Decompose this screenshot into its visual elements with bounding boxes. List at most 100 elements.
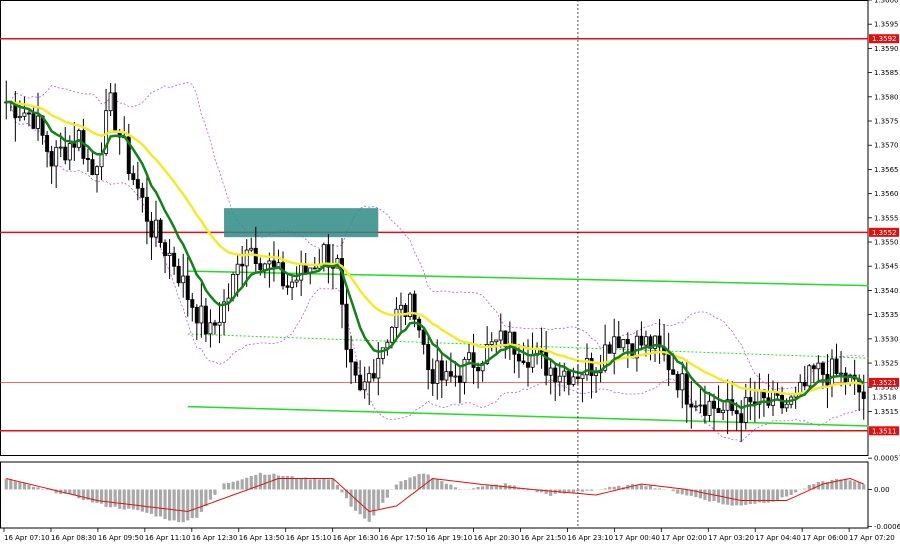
candle	[430, 358, 435, 396]
candle-body	[657, 335, 662, 348]
candle-body	[108, 92, 113, 112]
x-tick-label: 16 Apr 20:30	[474, 534, 520, 542]
candle-body	[271, 260, 276, 268]
candle	[621, 339, 626, 353]
candle	[199, 282, 204, 338]
candle	[108, 83, 113, 117]
last-price-tag-bg	[869, 392, 899, 402]
candle	[453, 361, 458, 387]
x-tick-label: 16 Apr 08:30	[51, 534, 97, 542]
candle	[698, 388, 703, 414]
candle-body	[530, 354, 535, 368]
candle	[412, 290, 417, 328]
y-tick-label: 1.3575	[874, 118, 899, 126]
candle-body	[412, 293, 417, 320]
candle	[471, 333, 476, 385]
candle-body	[349, 349, 354, 363]
candle	[802, 365, 807, 391]
x-tick-label: 16 Apr 07:10	[4, 534, 50, 542]
candle-body	[816, 362, 821, 370]
candle-body	[235, 263, 240, 275]
candle-body	[167, 252, 172, 256]
candle	[185, 256, 190, 317]
candle	[730, 381, 735, 416]
candle-body	[589, 358, 594, 376]
candle-body	[566, 370, 571, 385]
candle-body	[748, 397, 753, 403]
candle-body	[698, 404, 703, 407]
candle	[643, 330, 648, 357]
candle-body	[430, 369, 435, 384]
x-tick-label: 17 Apr 00:40	[614, 534, 660, 542]
candle-body	[408, 293, 413, 317]
candle	[312, 256, 317, 270]
candle-body	[140, 187, 145, 198]
candle-body	[743, 397, 748, 423]
candle	[353, 361, 358, 383]
macd-signal-line	[6, 477, 864, 513]
candle-body	[616, 336, 621, 349]
candle-body	[634, 335, 639, 359]
candle	[526, 339, 530, 387]
candle	[707, 391, 712, 422]
candle-body	[262, 263, 267, 271]
candle-body	[621, 339, 626, 349]
level-price-tag: 1.3511	[872, 427, 897, 435]
y-tick-label: 1.3525	[874, 360, 899, 368]
x-tick-label: 16 Apr 12:30	[192, 534, 238, 542]
candle-body	[190, 299, 195, 308]
candle	[249, 237, 254, 253]
y-tick-label: 1.3560	[874, 190, 899, 198]
x-tick-label: 16 Apr 17:50	[380, 534, 426, 542]
candle	[358, 360, 363, 392]
candle-body	[58, 146, 63, 149]
candle-body	[31, 113, 36, 129]
candle	[816, 355, 821, 382]
candle	[489, 332, 494, 352]
candle	[153, 200, 158, 248]
candle-body	[380, 347, 385, 359]
candle	[144, 175, 149, 245]
candle	[820, 361, 825, 390]
candle-body	[131, 173, 136, 180]
candle-body	[36, 115, 41, 129]
candle-body	[67, 143, 72, 161]
candle-body	[702, 404, 707, 416]
candle	[344, 283, 349, 368]
x-tick-label: 16 Apr 13:50	[239, 534, 285, 542]
y-tick-label: 1.3520	[874, 384, 899, 392]
candle	[548, 358, 553, 395]
candle-body	[439, 360, 444, 381]
candle	[439, 352, 444, 398]
candle-body	[371, 373, 376, 379]
candle	[603, 324, 608, 373]
y-tick-label: 1.3515	[874, 408, 899, 416]
level-price-tag: 1.3552	[872, 229, 897, 237]
candle-body	[203, 305, 208, 335]
candle-body	[163, 242, 168, 256]
candle-body	[244, 249, 249, 267]
candle-body	[580, 374, 585, 380]
candle-body	[675, 373, 680, 391]
candle	[734, 402, 739, 431]
candle-body	[376, 358, 381, 379]
candle-body	[185, 275, 190, 300]
y-tick-label: 1.3530	[874, 335, 899, 343]
candle-body	[398, 304, 403, 310]
candle-body	[448, 371, 453, 377]
x-tick-label: 17 Apr 07:20	[849, 534, 895, 542]
y-tick-label: 1.3570	[874, 142, 899, 150]
candle	[580, 374, 585, 403]
macd-tick-label: -0.00067	[874, 523, 900, 531]
candle	[553, 363, 558, 402]
last-price-tag: 1.3518	[872, 393, 897, 401]
candle-body	[126, 136, 131, 175]
current-price-tag-bg	[869, 377, 899, 387]
candle-body	[353, 361, 358, 376]
y-tick-label: 1.3555	[874, 214, 899, 222]
candle-body	[625, 339, 630, 345]
candle-body	[421, 329, 426, 345]
candle-body	[725, 399, 730, 411]
